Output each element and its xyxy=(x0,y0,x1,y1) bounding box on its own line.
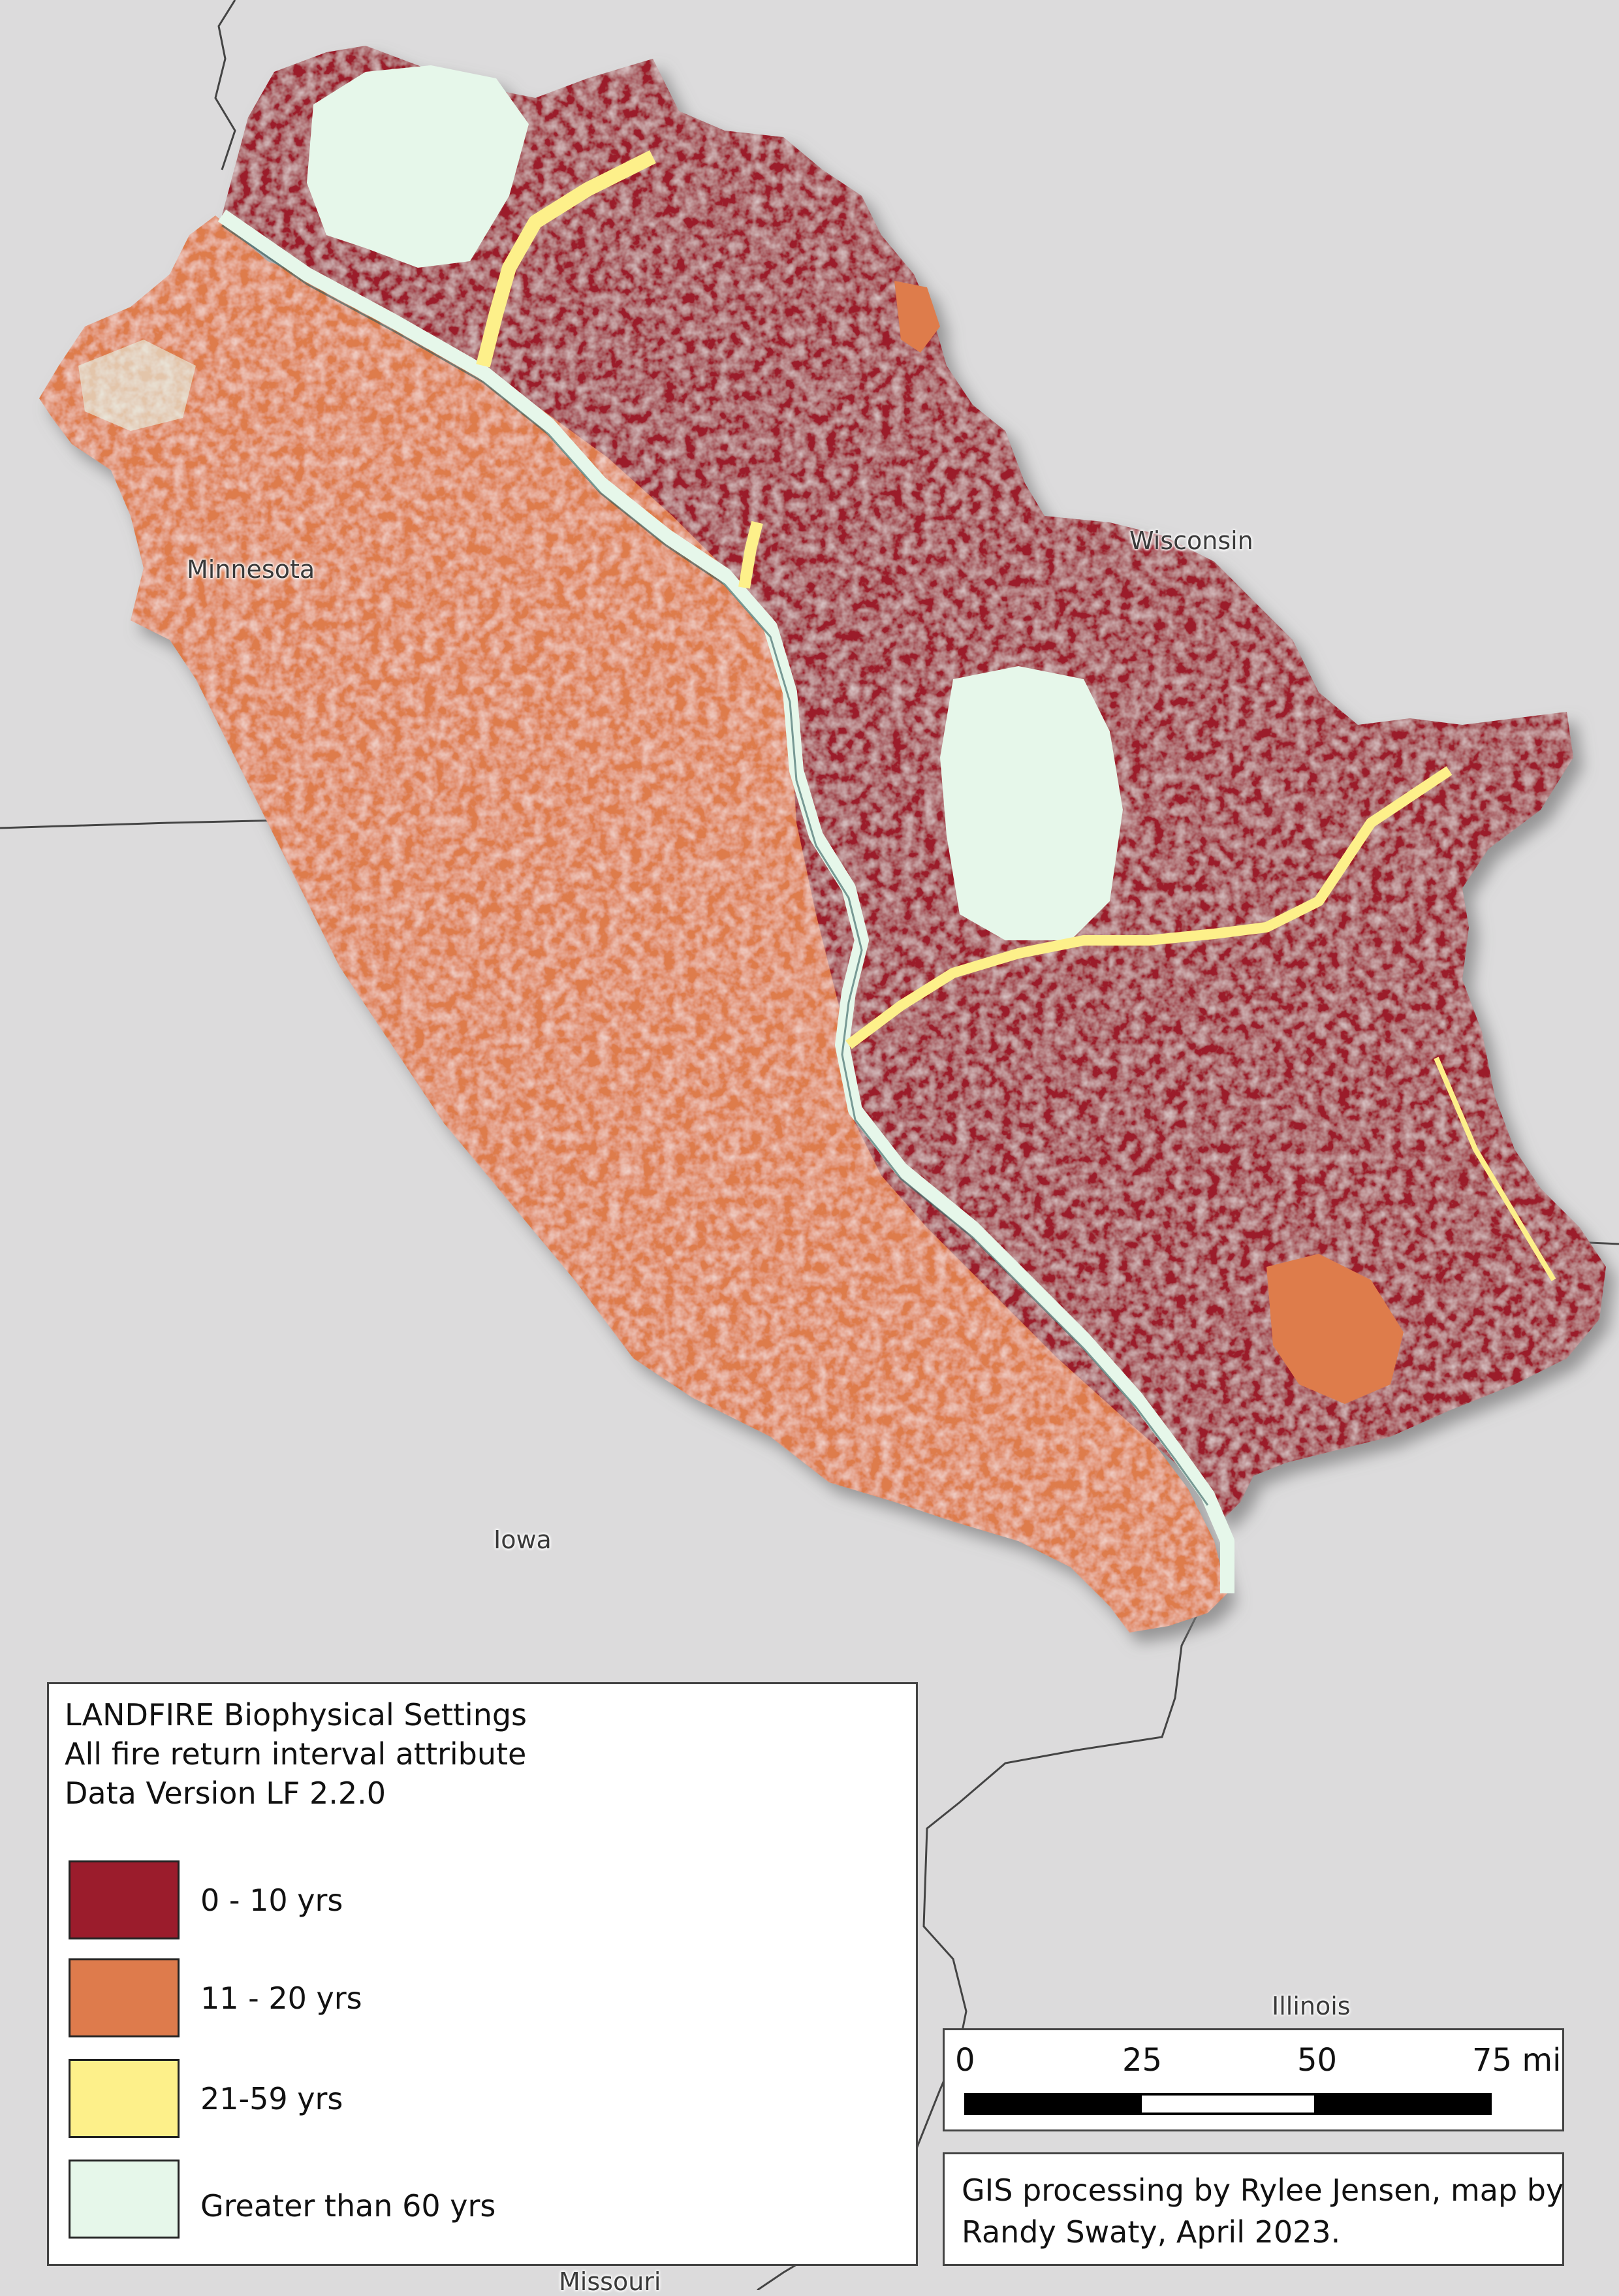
minnesota-iowa-border xyxy=(0,818,314,829)
state-label-illinois: Illinois xyxy=(1272,1992,1351,2020)
fire-interval-gt-60-north-patch xyxy=(307,65,529,268)
state-label-missouri: Missouri xyxy=(559,2267,661,2296)
mississippi-river xyxy=(217,209,1234,1593)
scale-segment-1 xyxy=(964,2093,1142,2115)
fire-interval-0-10-area xyxy=(222,46,1606,1522)
rock-river xyxy=(1434,1057,1556,1282)
scale-segment-3 xyxy=(1314,2093,1492,2115)
legend-swatch-11-20 xyxy=(69,1958,180,2037)
scale-tick-25: 25 xyxy=(1122,2042,1163,2079)
rivers xyxy=(217,150,1556,1593)
mississippi-river-outline xyxy=(221,224,1209,1506)
fire-interval-gt-60-west-patch xyxy=(78,340,196,431)
scale-tick-50: 50 xyxy=(1297,2042,1338,2079)
black-river xyxy=(738,520,763,589)
state-label-minnesota: Minnesota xyxy=(187,555,315,584)
legend-swatch-gt-60 xyxy=(69,2160,180,2239)
legend-label-21-59: 21-59 yrs xyxy=(200,2081,343,2116)
legend-label-0-10: 0 - 10 yrs xyxy=(200,1883,343,1918)
scale-bar: 0 25 50 75 mi xyxy=(943,2028,1564,2131)
watershed-region xyxy=(39,46,1606,1633)
credit-line-2: Randy Swaty, April 2023. xyxy=(962,2214,1341,2250)
scale-tick-0: 0 xyxy=(955,2042,975,2079)
wisconsin-river xyxy=(845,766,1453,1049)
fire-interval-11-20-area xyxy=(39,215,1227,1633)
legend-swatch-21-59 xyxy=(69,2059,180,2138)
fire-interval-11-20-east-patch xyxy=(1266,1254,1404,1404)
fire-interval-gt-60-central-patch xyxy=(940,666,1123,940)
minnesota-wisconsin-border xyxy=(214,0,236,170)
fire-interval-11-20-northeast-patch xyxy=(894,281,940,353)
legend-label-gt-60: Greater than 60 yrs xyxy=(200,2188,496,2224)
legend-title-line-3: Data Version LF 2.2.0 xyxy=(65,1776,386,1811)
legend-title-line-2: All fire return interval attribute xyxy=(65,1736,527,1772)
state-label-wisconsin: Wisconsin xyxy=(1129,526,1253,555)
legend-swatch-0-10 xyxy=(69,1860,180,1939)
legend-label-11-20: 11 - 20 yrs xyxy=(200,1981,362,2016)
credit-line-1: GIS processing by Rylee Jensen, map by xyxy=(962,2173,1564,2208)
legend: LANDFIRE Biophysical Settings All fire r… xyxy=(47,1682,918,2266)
chippewa-river xyxy=(476,150,656,368)
legend-title-line-1: LANDFIRE Biophysical Settings xyxy=(65,1697,527,1732)
scale-tick-75: 75 mi xyxy=(1472,2042,1562,2079)
state-label-iowa: Iowa xyxy=(494,1525,552,1554)
scale-segment-2 xyxy=(1139,2093,1317,2115)
credit-box: GIS processing by Rylee Jensen, map by R… xyxy=(943,2152,1564,2266)
